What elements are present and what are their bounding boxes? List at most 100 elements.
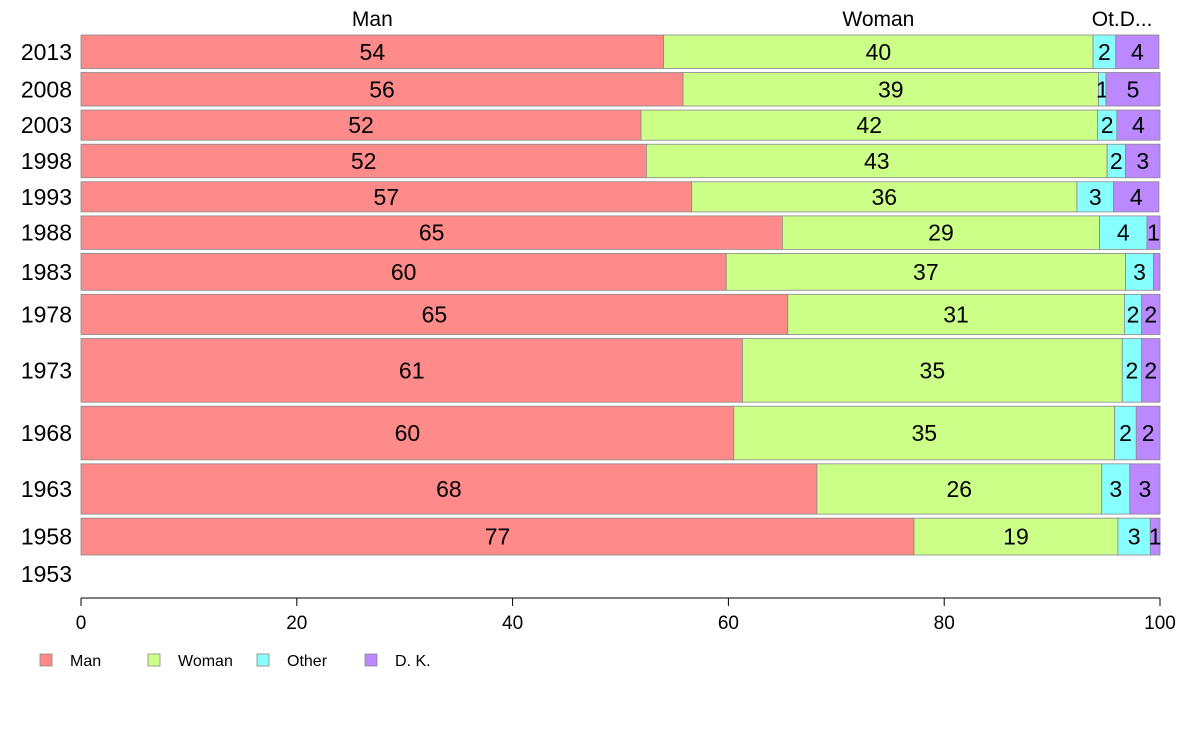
- y-tick-label: 1988: [21, 220, 72, 246]
- bar-segment-woman: [742, 338, 1123, 403]
- data-label: 35: [920, 357, 946, 383]
- y-tick-label: 1983: [21, 259, 72, 285]
- data-label: 56: [369, 76, 395, 102]
- y-tick-labels: 2013 2008 2003 1998 1993 1988 1983 1978 1973 1968…: [21, 39, 72, 587]
- y-tick-label: 1963: [21, 476, 72, 502]
- bar-segment-woman: [787, 293, 1125, 335]
- data-label: 35: [911, 420, 937, 446]
- legend-label: Other: [287, 653, 328, 670]
- data-label: 42: [856, 112, 882, 138]
- bar-segment-man: [80, 463, 818, 515]
- x-tick-label: 0: [76, 613, 87, 634]
- bar-segment-d-k: [1153, 253, 1161, 291]
- bar-segment-d-k: [1113, 181, 1160, 213]
- data-label: 2: [1127, 301, 1140, 327]
- bar-segment-other: [1125, 253, 1154, 291]
- data-label: 3: [1133, 259, 1146, 285]
- x-tick-label: 100: [1144, 613, 1176, 634]
- data-label: 29: [928, 220, 954, 246]
- data-label: 1: [1149, 524, 1162, 550]
- data-label: 4: [1130, 184, 1143, 210]
- data-label: 26: [947, 476, 973, 502]
- bar-segment-d-k: [1135, 405, 1161, 461]
- data-label: 43: [864, 148, 890, 174]
- data-label: 2: [1101, 112, 1114, 138]
- data-label: 3: [1128, 524, 1141, 550]
- data-label: 2: [1110, 148, 1123, 174]
- data-label: 68: [436, 476, 462, 502]
- y-tick-label: 2013: [21, 39, 72, 65]
- top-label: Man: [352, 8, 393, 31]
- bar-segment-d-k: [1129, 463, 1161, 515]
- bar-segment-d-k: [1149, 517, 1161, 556]
- bar-segment-other: [1099, 215, 1148, 250]
- data-label: 3: [1109, 476, 1122, 502]
- bar-segment-other: [1101, 463, 1131, 515]
- legend-label: Man: [70, 653, 101, 670]
- legend-swatch: [256, 653, 270, 667]
- bar-segment-woman: [691, 181, 1078, 213]
- bar-segment-woman: [725, 253, 1126, 291]
- bar-segment-woman: [816, 463, 1103, 515]
- bars-group: 54 40 2 456 39 1 552 42 2 452 43 2 357 36 3 465 29 4 160 37…: [80, 34, 1162, 556]
- data-label: 5: [1127, 76, 1140, 102]
- x-tick-label: 80: [934, 613, 955, 634]
- top-label: Woman: [842, 8, 914, 31]
- y-tick-label: 1973: [21, 357, 72, 383]
- bar-segment-man: [80, 143, 647, 179]
- y-tick-label: 1953: [21, 561, 72, 587]
- legend-swatch: [39, 653, 53, 667]
- data-label: 39: [878, 76, 904, 102]
- x-axis: 0 20 40 60 80 100: [76, 597, 1176, 634]
- data-label: 61: [399, 357, 425, 383]
- data-label: 52: [351, 148, 377, 174]
- data-label: 3: [1089, 184, 1102, 210]
- legend-swatch: [364, 653, 378, 667]
- legend: Man Woman Other D. K.: [39, 653, 431, 670]
- bar-segment-man: [80, 72, 684, 107]
- bar-segment-d-k: [1116, 109, 1161, 141]
- data-label: 4: [1132, 112, 1145, 138]
- data-label: 4: [1131, 39, 1144, 65]
- x-tick-label: 20: [286, 613, 307, 634]
- data-label: 4: [1117, 220, 1130, 246]
- legend-swatch: [147, 653, 161, 667]
- data-label: 65: [422, 301, 448, 327]
- bar-segment-woman: [913, 517, 1119, 556]
- data-label: 19: [1003, 524, 1029, 550]
- data-label: 60: [391, 259, 417, 285]
- y-tick-label: 2003: [21, 112, 72, 138]
- top-label: Ot.: [1092, 8, 1120, 31]
- data-label: 31: [943, 301, 969, 327]
- y-tick-label: 1958: [21, 524, 72, 550]
- data-label: 1: [1147, 220, 1160, 246]
- data-label: 65: [419, 220, 445, 246]
- bar-segment-man: [80, 338, 743, 403]
- bar-segment-d-k: [1125, 143, 1161, 179]
- data-label: 54: [360, 39, 386, 65]
- bar-segment-man: [80, 181, 693, 213]
- y-tick-label: 1998: [21, 148, 72, 174]
- data-label: 2: [1098, 39, 1111, 65]
- data-label: 1: [1096, 76, 1109, 102]
- bar-segment-man: [80, 253, 727, 291]
- data-label: 2: [1119, 420, 1132, 446]
- top-label: D...: [1120, 8, 1153, 31]
- bar-segment-d-k: [1141, 338, 1161, 403]
- data-label: 2: [1126, 357, 1139, 383]
- data-label: 2: [1144, 301, 1157, 327]
- data-label: 60: [395, 420, 421, 446]
- data-label: 77: [485, 524, 511, 550]
- y-tick-label: 1993: [21, 184, 72, 210]
- data-label: 2: [1142, 420, 1155, 446]
- data-label: 3: [1136, 148, 1149, 174]
- y-tick-label: 1968: [21, 420, 72, 446]
- x-tick-label: 40: [502, 613, 523, 634]
- x-tick-label: 60: [718, 613, 739, 634]
- bar-segment-d-k: [1146, 215, 1161, 250]
- bar-segment-d-k: [1141, 293, 1161, 335]
- bar-segment-d-k: [1115, 34, 1160, 69]
- bar-segment-woman: [663, 34, 1094, 69]
- bar-segment-woman: [682, 72, 1099, 107]
